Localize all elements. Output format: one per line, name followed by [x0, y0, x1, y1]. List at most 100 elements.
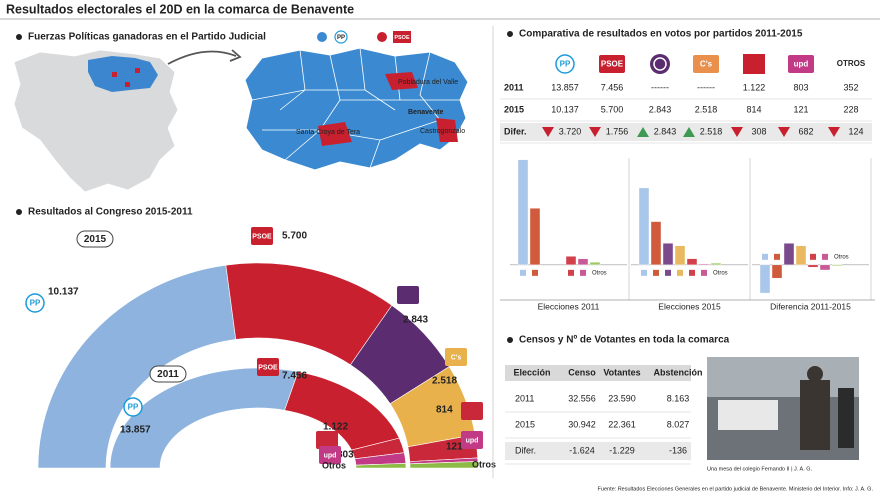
- map-arrow-head: [229, 49, 242, 62]
- legend-swatch: [701, 269, 707, 276]
- column-header: C's: [700, 60, 713, 69]
- legend-swatch: [810, 253, 816, 260]
- party-logo: [788, 55, 814, 73]
- legend-swatch: [641, 269, 647, 276]
- legend-swatch: [762, 253, 768, 260]
- table-cell: 30.942: [568, 419, 596, 429]
- party-logo-label: PSOE: [258, 364, 278, 371]
- donut-segment: [409, 461, 479, 469]
- title-bar: [0, 0, 300, 19]
- party-logo: [650, 54, 670, 74]
- map-label: Castrogonzalo: [420, 128, 465, 135]
- trend-arrow: [828, 127, 840, 137]
- legend-label: PP: [337, 35, 345, 41]
- bar: [807, 264, 819, 268]
- table-cell: 121: [793, 104, 808, 114]
- province-map: [13, 49, 179, 193]
- column-header: upd: [794, 60, 809, 69]
- legend-swatch: [774, 253, 780, 260]
- photo-person-head: [807, 366, 823, 382]
- table-cell: 10.137: [551, 104, 579, 114]
- value-label: 5.700: [282, 231, 307, 242]
- bar: [650, 221, 662, 266]
- donut-segment: [355, 463, 407, 469]
- results-table: PP PSOE C's upd OTROS 2011 13.857 7.456 ------ --…: [500, 54, 872, 144]
- table-cell: 2.843: [649, 104, 672, 114]
- legend-swatch: [677, 269, 683, 276]
- value-label: 13.857: [120, 425, 151, 436]
- legend-swatch: [377, 32, 387, 42]
- photo-person: [838, 388, 854, 448]
- value-label: 121: [446, 442, 463, 453]
- donut-charts: 10.137PP5.700PSOE2.8432.518C's814121updO…: [25, 227, 496, 470]
- table-cell: ------: [651, 82, 669, 92]
- party-logo: [257, 358, 279, 376]
- legend-swatch: [798, 253, 804, 260]
- bar: [771, 264, 783, 279]
- table-cell: 23.590: [608, 393, 636, 403]
- bullet: [16, 34, 22, 40]
- table-cell: 814: [746, 104, 761, 114]
- party-logo: [316, 431, 338, 449]
- table-cell: 308: [751, 126, 766, 136]
- table-cell: -1.229: [609, 445, 635, 455]
- party-logo-label: C's: [451, 354, 462, 361]
- column-header: PSOE: [601, 60, 624, 69]
- column-header: Elección: [513, 367, 550, 377]
- table-cell: 7.456: [601, 82, 624, 92]
- bar: [589, 261, 601, 266]
- trend-arrow: [683, 127, 695, 137]
- party-logo: [555, 54, 575, 74]
- table-cell: 2015: [515, 419, 535, 429]
- map-label: Santa Croya de Tera: [296, 129, 360, 136]
- bar: [638, 187, 650, 266]
- district-map: [244, 47, 469, 171]
- table-cell: 32.556: [568, 393, 596, 403]
- trend-arrow: [778, 127, 790, 137]
- party-logo-ring: [653, 57, 667, 71]
- census-table: Elección Censo Votantes Abstención 2011 32.55…: [505, 365, 703, 465]
- bar: [759, 264, 771, 294]
- table-cell: 22.361: [608, 419, 636, 429]
- legend-swatch: [580, 269, 586, 276]
- party-logo: [319, 446, 341, 464]
- table-cell: 2011: [515, 393, 534, 403]
- legend-swatch: [317, 32, 327, 42]
- legend-swatch: [532, 269, 538, 276]
- bar: [698, 263, 710, 266]
- map-label: Pobladura del Valle: [398, 79, 458, 86]
- source-note: Fuente: Resultados Elecciones Generales …: [598, 486, 874, 492]
- table-cell: 1.756: [606, 126, 629, 136]
- donut-segment: [37, 264, 237, 469]
- legend-swatch: [520, 269, 526, 276]
- legend-label: Otros: [592, 270, 607, 276]
- party-logo-label: upd: [324, 452, 337, 459]
- table-cell: 803: [793, 82, 808, 92]
- value-label: 10.137: [48, 287, 79, 298]
- party-logo: [251, 227, 273, 245]
- row-label: Difer.: [504, 126, 527, 136]
- row-label: 2015: [504, 104, 524, 114]
- column-header: Abstención: [653, 367, 702, 377]
- bar-chart: Elecciones 2011 Otros Elecciones 2015 Otros…: [500, 158, 875, 311]
- map-arrow: [167, 50, 237, 65]
- table-cell: 8.027: [667, 419, 690, 429]
- party-logo: [397, 286, 419, 304]
- section-heading: Comparativa de resultados en votos por p…: [519, 29, 803, 40]
- photo-caption: Una mesa del colegio Fernando II | J. A.…: [707, 466, 813, 472]
- legend-swatch: [786, 253, 792, 260]
- party-logo-label: upd: [466, 437, 479, 444]
- year-label: 2015: [84, 234, 107, 245]
- bullet: [507, 337, 513, 343]
- table-cell: Difer.: [515, 445, 536, 455]
- photo-wall: [707, 357, 859, 397]
- legend-logo: [393, 31, 411, 43]
- legend-swatch: [653, 269, 659, 276]
- table-cell: 2.843: [654, 126, 677, 136]
- party-logo-label: PSOE: [252, 233, 272, 240]
- table-cell: 2.518: [695, 104, 718, 114]
- legend-label: PSOE: [394, 35, 410, 41]
- legend-label: Otros: [834, 254, 849, 260]
- trend-arrow: [542, 127, 554, 137]
- legend-logo: [334, 30, 348, 44]
